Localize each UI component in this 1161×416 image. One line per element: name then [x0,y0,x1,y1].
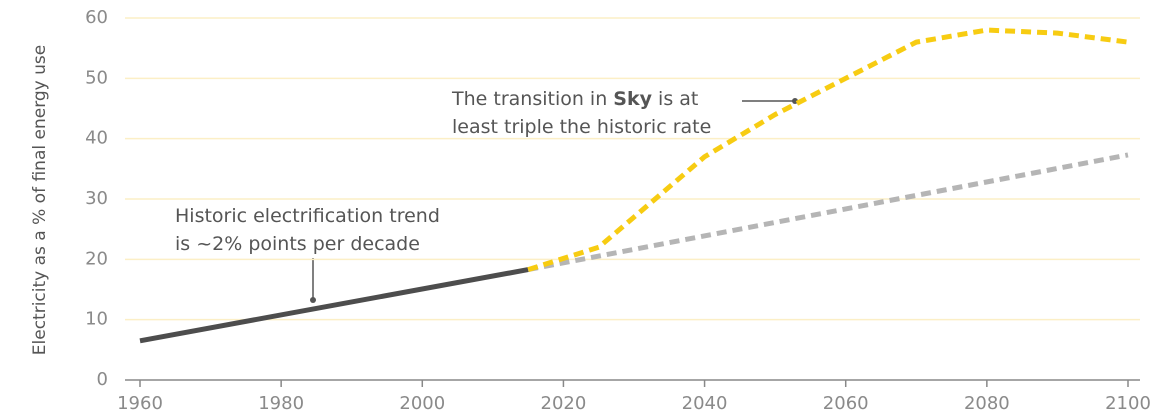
y-tick-label: 10 [85,309,108,330]
x-tick-label: 2000 [399,393,445,414]
annotation-part: Historic electrification trend [175,205,440,227]
data-line [527,152,1129,273]
y-tick-label: 30 [85,188,108,209]
y-tick-label: 20 [85,248,108,269]
y-tick-label: 0 [97,369,108,390]
x-tick-label: 2040 [682,393,728,414]
annotation-part: is at [652,88,698,110]
annotation: Historic electrification trend [175,205,440,227]
x-tick-label: 2080 [964,393,1010,414]
annotation-part: The transition in [451,88,613,110]
annotation: least triple the historic rate [452,116,711,138]
y-tick-label: 60 [85,7,108,28]
x-tick-label: 2060 [823,393,869,414]
data-line [527,27,1129,272]
annotation-part: least triple the historic rate [452,116,711,138]
x-tick-label: 2100 [1105,393,1151,414]
annotation-part: Sky [613,88,652,110]
data-line [139,267,529,344]
y-axis-title: Electricity as a % of final energy use [30,45,50,355]
y-tick-label: 40 [85,128,108,149]
annotation: is ~2% points per decade [175,233,420,255]
leader-dot [310,297,316,303]
y-tick-label: 50 [85,67,108,88]
x-tick-label: 1960 [117,393,163,414]
annotation: The transition in Sky is at [451,88,698,110]
x-tick-label: 2020 [541,393,587,414]
x-tick-label: 1980 [258,393,304,414]
annotation-part: is ~2% points per decade [175,233,420,255]
